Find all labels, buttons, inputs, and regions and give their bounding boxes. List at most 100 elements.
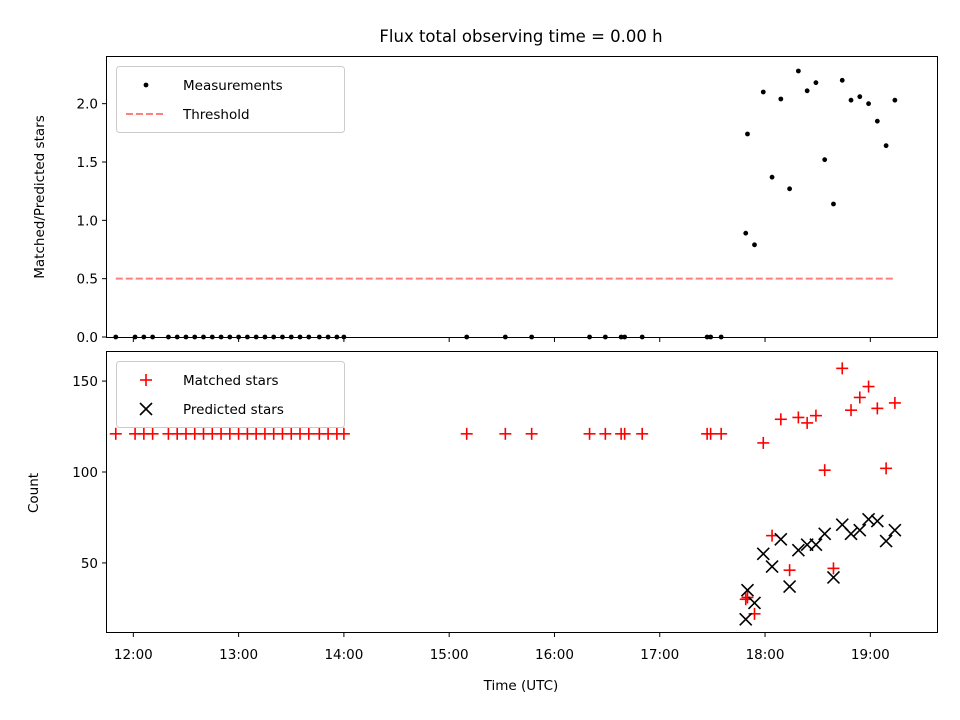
predicted-stars-point xyxy=(747,596,762,610)
matched-stars-point xyxy=(741,591,754,604)
x-tick-label: 14:00 xyxy=(324,647,363,663)
legend-matched-marker xyxy=(140,374,152,386)
x-tick-label: 13:00 xyxy=(219,647,258,663)
predicted-stars-point xyxy=(818,527,832,541)
top-y-ticks: 0.0 0.5 1.0 1.5 2.0 xyxy=(77,97,107,346)
bottom-y-tick-label: 100 xyxy=(72,465,98,481)
matched-stars-point xyxy=(888,396,901,409)
x-tick-label: 18:00 xyxy=(746,647,785,663)
legend-predicted-label: Predicted stars xyxy=(183,402,284,418)
matched-stars-point xyxy=(836,362,849,375)
matched-stars-point xyxy=(774,413,787,426)
matched-stars-point xyxy=(618,427,631,440)
top-axes-frame xyxy=(106,56,938,338)
matched-stars-point xyxy=(739,593,752,606)
x-tick-label: 17:00 xyxy=(640,647,679,663)
chart-title: Flux total observing time = 0.00 h xyxy=(379,27,662,46)
measurements-point xyxy=(892,97,898,103)
legend-measurements-marker xyxy=(143,82,149,88)
measurements-point xyxy=(787,186,793,192)
legend-measurements-label: Measurements xyxy=(183,78,283,94)
measurements-point xyxy=(874,118,880,124)
matched-stars-point xyxy=(704,427,717,440)
measurements-point xyxy=(745,131,750,137)
measurements-point xyxy=(795,68,801,74)
predicted-stars-point xyxy=(879,534,893,548)
matched-stars-point xyxy=(757,436,770,449)
legend-threshold-label: Threshold xyxy=(182,107,250,123)
predicted-stars-point xyxy=(739,612,753,626)
matched-stars-point xyxy=(801,416,814,429)
measurements-point xyxy=(839,77,845,83)
bottom-legend-box xyxy=(116,361,345,428)
legend-predicted-marker xyxy=(139,402,153,416)
x-tick-label: 19:00 xyxy=(851,647,890,663)
top-panel: Matched/Predicted stars 0.00.51.01.52.0 … xyxy=(32,56,938,346)
measurements-point xyxy=(883,143,889,149)
matched-stars-point xyxy=(525,427,538,440)
measurements-point xyxy=(804,88,810,94)
measurements-point xyxy=(857,94,863,100)
top-legend-box xyxy=(116,66,345,133)
x-tick-label: 12:00 xyxy=(114,647,153,663)
measurements-point xyxy=(822,157,828,163)
bottom-y-tick-label: 150 xyxy=(72,374,98,390)
predicted-stars-point xyxy=(826,570,841,585)
predicted-stars-point xyxy=(791,543,805,557)
matched-stars-point xyxy=(636,427,649,440)
predicted-stars-point xyxy=(756,547,770,561)
measurements-point xyxy=(769,174,775,180)
measurements-point xyxy=(760,89,766,95)
top-y-axis-label: Matched/Predicted stars xyxy=(32,115,48,278)
matched-stars-point xyxy=(792,411,805,424)
legend-matched-label: Matched stars xyxy=(183,373,279,389)
predicted-stars-point xyxy=(870,514,884,528)
top-y-tick-label: 0.0 xyxy=(77,330,98,346)
measurements-point xyxy=(752,242,757,248)
matched-stars-point xyxy=(827,562,840,575)
measurements-point xyxy=(813,80,819,86)
predicted-stars-point xyxy=(783,579,797,594)
measurements-point xyxy=(743,230,749,236)
matched-stars-point xyxy=(862,380,875,393)
bottom-legend: Matched stars Predicted stars xyxy=(116,361,345,428)
bottom-plot-area xyxy=(109,362,902,626)
matched-stars-point xyxy=(302,427,315,440)
bottom-y-axis-label: Count xyxy=(26,473,42,513)
matched-stars-point xyxy=(809,409,822,422)
matched-stars-point xyxy=(146,427,159,440)
measurements-point xyxy=(848,97,854,103)
bottom-panel: Count Time (UTC) 50 100 150 12:00 13:00 14:0… xyxy=(26,351,938,694)
x-tick-label: 16:00 xyxy=(535,647,574,663)
matched-stars-point xyxy=(766,529,779,542)
matched-stars-point xyxy=(337,427,350,440)
matched-stars-point xyxy=(583,427,596,440)
matched-stars-point xyxy=(783,564,796,577)
matched-stars-point xyxy=(880,462,893,475)
top-y-tick-label: 2.0 xyxy=(77,97,98,113)
measurements-point xyxy=(866,101,871,107)
matched-stars-point xyxy=(109,427,122,440)
top-y-tick-label: 1.0 xyxy=(77,213,98,229)
matched-stars-point xyxy=(818,464,831,477)
top-y-tick-label: 0.5 xyxy=(77,272,98,288)
x-tick-label: 15:00 xyxy=(430,647,469,663)
matched-stars-point xyxy=(871,402,884,415)
predicted-stars-point xyxy=(853,523,867,537)
matched-stars-point xyxy=(599,427,612,440)
predicted-stars-point xyxy=(765,559,779,574)
bottom-axes-frame xyxy=(106,351,938,633)
bottom-y-ticks: 50 100 150 xyxy=(72,374,107,572)
measurements-point xyxy=(778,96,784,102)
top-legend: Measurements Threshold xyxy=(116,66,345,133)
predicted-stars-point xyxy=(809,538,823,552)
matched-stars-point xyxy=(499,427,512,440)
bottom-x-ticks: 12:00 13:00 14:00 15:00 16:00 17:00 18:00 19:00 xyxy=(114,632,890,663)
bottom-y-tick-label: 50 xyxy=(81,556,98,572)
matched-stars-point xyxy=(460,427,473,440)
top-y-tick-label: 1.5 xyxy=(77,155,98,171)
predicted-stars-point xyxy=(740,583,755,597)
predicted-stars-point xyxy=(844,527,858,541)
predicted-stars-point xyxy=(774,532,788,546)
